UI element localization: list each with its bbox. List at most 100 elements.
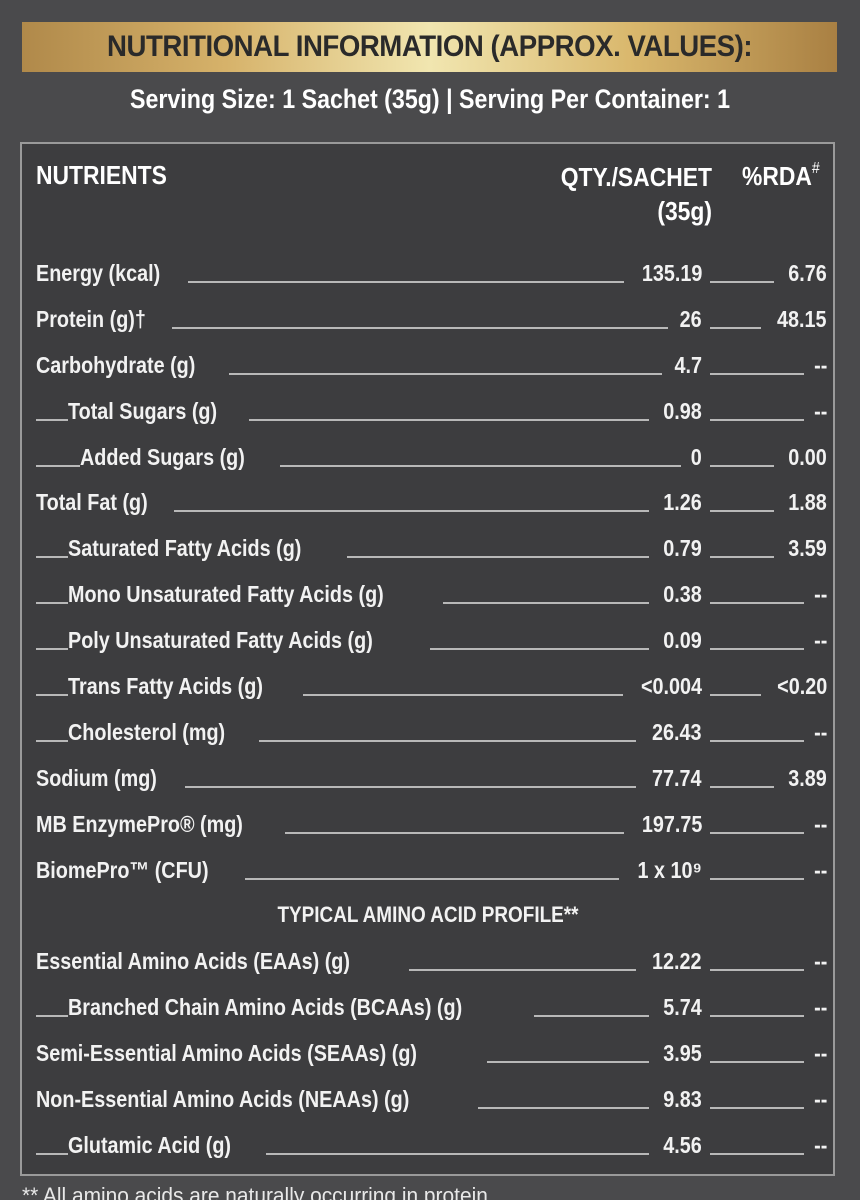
nutrient-name-text: Carbohydrate (g) (36, 351, 196, 378)
nutrient-rda: -- (803, 718, 827, 746)
nutrient-name: MB EnzymePro® (mg) (36, 810, 285, 838)
table-row: Total Sugars (g) 0.98 -- (22, 388, 833, 434)
nutrient-name-text: Semi-Essential Amino Acids (SEAAs) (g) (36, 1040, 418, 1067)
nutrient-rda-text: <0.20 (776, 673, 827, 700)
nutrient-qty-text: 9.83 (663, 1086, 702, 1113)
nutrient-name: Carbohydrate (g) (36, 351, 230, 379)
nutrient-rda-text: 6.76 (788, 260, 827, 286)
nutrient-rda: -- (803, 948, 827, 976)
nutrient-name-text: Cholesterol (mg) (68, 718, 226, 745)
nutrient-rda: 48.15 (761, 305, 827, 333)
nutrient-rda-text: 1.88 (788, 489, 827, 516)
leader-line (36, 464, 693, 467)
table-row: Poly Unsaturated Fatty Acids (g) 0.09 -- (22, 617, 833, 663)
nutrient-name: Poly Unsaturated Fatty Acids (g) (68, 627, 431, 655)
nutrient-name-text: BiomePro™ (CFU) (36, 856, 209, 883)
leader-line (710, 785, 825, 788)
nutrient-name-text: Total Fat (g) (36, 489, 148, 516)
nutrient-rda-text: 3.89 (788, 764, 827, 791)
column-header-rda: %RDA# (742, 160, 821, 192)
nutrient-name-text: Essential Amino Acids (EAAs) (g) (36, 948, 350, 975)
nutrient-qty-text: 77.74 (652, 764, 702, 791)
table-row: Sodium (mg) 77.74 3.89 (22, 755, 833, 801)
leader-line (710, 510, 825, 513)
column-header-qty: QTY./SACHET (35g) (554, 160, 712, 228)
nutrient-qty: 0 (681, 443, 702, 471)
leader-line (710, 556, 825, 559)
nutrient-rda-text: -- (813, 351, 827, 378)
nutrient-qty: 9.83 (649, 1086, 702, 1114)
nutrition-table: NUTRIENTS QTY./SACHET (35g) %RDA# Energy… (20, 142, 835, 1176)
table-row: BiomePro™ (CFU) 1 x 10⁹ -- (22, 847, 833, 893)
nutrient-rda-text: 0.00 (788, 443, 827, 470)
nutrient-qty: 26 (668, 305, 702, 333)
nutrient-qty: 26.43 (636, 718, 702, 746)
nutrient-name-text: Trans Fatty Acids (g) (68, 673, 263, 700)
column-header-rda-label: %RDA (742, 161, 812, 191)
nutrient-rda: 1.88 (774, 489, 827, 517)
nutrient-qty-text: 197.75 (641, 810, 702, 837)
nutrient-qty: 0.09 (649, 627, 702, 655)
nutrient-rda-text: -- (813, 1040, 827, 1067)
serving-info: Serving Size: 1 Sachet (35g) | Serving P… (129, 84, 731, 114)
nutrient-name-text: Poly Unsaturated Fatty Acids (g) (68, 627, 373, 654)
nutrient-qty-text: 26.43 (652, 718, 702, 745)
header-band: NUTRITIONAL INFORMATION (APPROX. VALUES)… (22, 22, 837, 72)
nutrient-rda-text: -- (813, 627, 827, 654)
nutrient-rda: -- (803, 351, 827, 379)
nutrient-name-text: Non-Essential Amino Acids (NEAAs) (g) (36, 1086, 410, 1113)
nutrient-name: Semi-Essential Amino Acids (SEAAs) (g) (36, 1040, 488, 1068)
nutrient-name: Trans Fatty Acids (g) (68, 673, 303, 701)
leader-line (36, 556, 693, 559)
leader-line (710, 648, 825, 651)
footnote: ** All amino acids are naturally occurri… (22, 1183, 488, 1200)
table-row: Non-Essential Amino Acids (NEAAs) (g) 9.8… (22, 1076, 833, 1122)
nutrient-qty-text: 5.74 (663, 994, 702, 1021)
nutrient-rda: -- (803, 397, 827, 425)
nutrient-name-text: Branched Chain Amino Acids (BCAAs) (g) (68, 994, 463, 1021)
leader-line (710, 739, 825, 742)
nutrient-name-text: Mono Unsaturated Fatty Acids (g) (68, 581, 384, 608)
table-row: Carbohydrate (g) 4.7 -- (22, 342, 833, 388)
nutrient-rda-text: -- (813, 948, 827, 975)
nutrient-rda-text: -- (813, 397, 827, 424)
table-row: Semi-Essential Amino Acids (SEAAs) (g) 3.… (22, 1030, 833, 1076)
leader-line (36, 694, 693, 697)
nutrient-name: Glutamic Acid (g) (68, 1131, 266, 1159)
leader-line (710, 1061, 825, 1064)
nutrient-qty-text: 4.7 (674, 351, 702, 378)
leader-line (710, 418, 825, 421)
leader-line (36, 418, 693, 421)
leader-line (710, 1152, 825, 1155)
nutrient-name: Branched Chain Amino Acids (BCAAs) (g) (68, 994, 535, 1022)
rda-footnote-mark: # (811, 160, 820, 177)
nutrient-qty: 1 x 10⁹ (619, 856, 702, 884)
leader-line (36, 831, 693, 834)
leader-line (710, 877, 825, 880)
nutrient-name: Protein (g)† (36, 305, 172, 333)
nutrient-rda: -- (803, 856, 827, 884)
nutrient-qty: <0.004 (623, 673, 702, 701)
nutrient-qty: 12.22 (636, 948, 702, 976)
nutrient-qty-text: 4.56 (663, 1131, 702, 1158)
nutrient-name-text: Total Sugars (g) (68, 397, 218, 424)
nutrient-rda-text: 3.59 (788, 535, 827, 562)
nutrient-name: Added Sugars (g) (80, 443, 280, 471)
nutrient-qty: 0.38 (649, 581, 702, 609)
table-row: Essential Amino Acids (EAAs) (g) 12.22 -- (22, 938, 833, 984)
table-row: Mono Unsaturated Fatty Acids (g) 0.38 -- (22, 571, 833, 617)
nutrient-name-text: Saturated Fatty Acids (g) (68, 535, 302, 562)
nutrient-name-text: MB EnzymePro® (mg) (36, 810, 243, 837)
table-row: Branched Chain Amino Acids (BCAAs) (g) 5.… (22, 984, 833, 1030)
nutrient-name: Total Sugars (g) (68, 397, 250, 425)
nutrient-rda-text: 48.15 (777, 305, 827, 332)
table-row: Energy (kcal) 135.19 6.76 (22, 250, 833, 296)
nutrient-qty-text: <0.004 (640, 673, 702, 700)
nutrient-rda: -- (803, 994, 827, 1022)
nutrient-qty: 3.95 (649, 1040, 702, 1068)
nutrient-qty-text: 0.79 (663, 535, 702, 562)
nutrient-rda: 3.89 (774, 764, 827, 792)
nutrient-rda: 6.76 (774, 260, 827, 287)
nutrient-qty-text: 12.22 (652, 948, 702, 975)
nutrient-rda: <0.20 (760, 673, 827, 701)
